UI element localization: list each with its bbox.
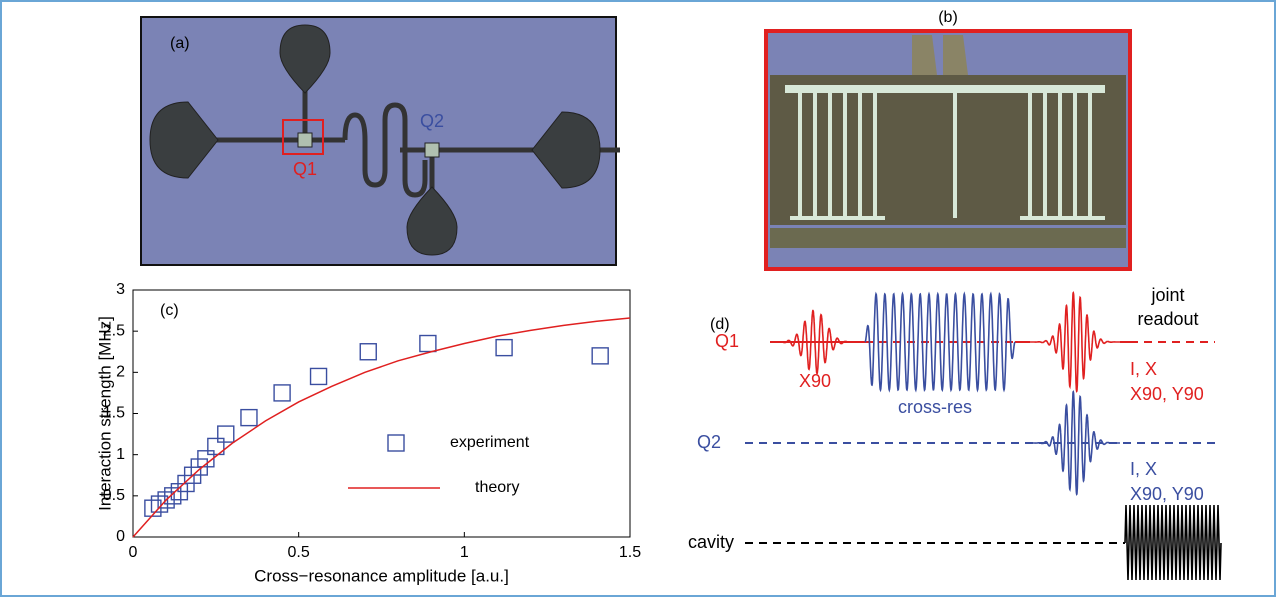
- y-tick-label: 0: [116, 528, 125, 545]
- data-point: [591, 347, 609, 365]
- y-axis-label: Interaction strength [MHz]: [95, 316, 114, 511]
- coupler: [912, 35, 968, 75]
- fingers: [790, 93, 1105, 220]
- substrate: [770, 75, 1126, 225]
- theory-line: [132, 317, 631, 538]
- cavity-label: cavity: [688, 532, 734, 552]
- panel-a: (a) Q1 Q2: [140, 16, 620, 266]
- pulse: [1030, 390, 1120, 496]
- pulse: [864, 291, 1016, 393]
- q1-label: Q1: [715, 331, 739, 351]
- cavity-pulse: [1124, 504, 1222, 581]
- data-point: [419, 334, 437, 353]
- q1-xy: X90, Y90: [1130, 384, 1204, 404]
- y-tick-label: 0.5: [103, 487, 125, 504]
- y-tick-label: 1: [116, 446, 125, 463]
- data-point: [309, 367, 328, 386]
- x-axis-label: Cross−resonance amplitude [a.u.]: [254, 566, 509, 585]
- data-point: [495, 338, 513, 357]
- panel-d: (d) Q1 X90 cross-res joint readout I, X …: [688, 285, 1215, 552]
- y-tick-label: 1.5: [103, 405, 125, 422]
- q1-junction: [297, 132, 313, 148]
- x-tick-label: 1: [460, 544, 469, 561]
- q2-xy: X90, Y90: [1130, 484, 1204, 504]
- wires: [185, 60, 620, 230]
- data-point: [164, 487, 182, 505]
- y-tick-label: 2: [116, 364, 125, 381]
- panel-label: (d): [710, 316, 730, 333]
- x-tick-label: 0.5: [288, 544, 310, 561]
- finger-bar: [785, 85, 1105, 93]
- legend-label: experiment: [450, 434, 530, 451]
- x-tick-label: 0: [129, 544, 138, 561]
- q2-junction: [424, 142, 440, 158]
- y-tick-label: 2.5: [103, 322, 125, 339]
- strip: [770, 228, 1126, 248]
- q2-ix: I, X: [1130, 459, 1157, 479]
- y-tick-label: 3: [116, 281, 125, 298]
- q1-box: [282, 119, 324, 155]
- data-point: [240, 408, 258, 427]
- joint-label: joint: [1150, 285, 1184, 305]
- x90-label: X90: [799, 371, 831, 391]
- panel-b: (b): [764, 9, 1132, 271]
- panel-label: (b): [938, 9, 958, 26]
- data-point: [273, 384, 291, 402]
- cross-res-label: cross-res: [898, 397, 972, 417]
- data-point: [359, 343, 377, 361]
- q2-label: Q2: [420, 111, 444, 131]
- legend-label: theory: [475, 479, 519, 496]
- panel-label: (a): [170, 35, 190, 52]
- pads: [149, 24, 601, 256]
- pulse: [1030, 291, 1120, 393]
- x-tick-label: 1.5: [619, 544, 641, 561]
- readout-label: readout: [1137, 309, 1198, 329]
- resonator: [342, 102, 428, 198]
- q2-label: Q2: [697, 432, 721, 452]
- q1-label: Q1: [293, 159, 317, 179]
- panel-label: (c): [160, 302, 179, 319]
- q1-ix: I, X: [1130, 359, 1157, 379]
- legend-marker: [387, 434, 405, 452]
- plot-area: [132, 289, 631, 538]
- data-point: [207, 437, 225, 456]
- pulse: [770, 309, 860, 375]
- data-point: [217, 425, 235, 443]
